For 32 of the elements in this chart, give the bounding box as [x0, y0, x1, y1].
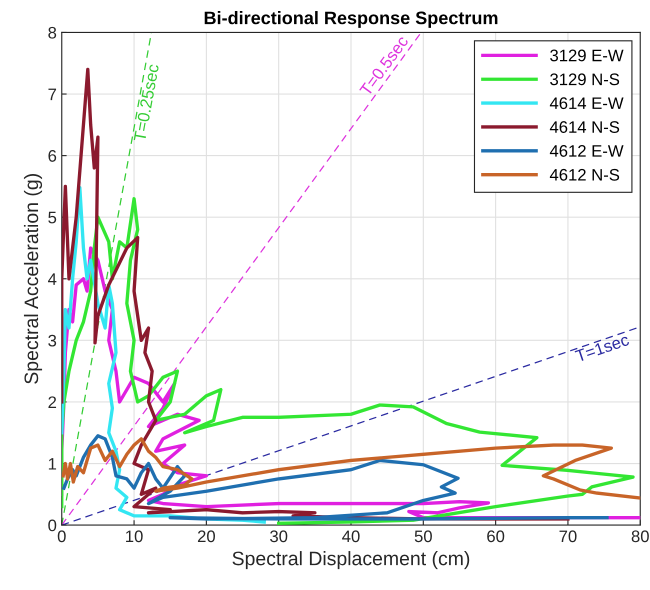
x-tick-label: 80 [632, 530, 649, 542]
y-tick-label: 5 [48, 212, 56, 224]
legend-label: 3129 E-W [550, 50, 624, 62]
x-tick-label: 60 [487, 530, 504, 542]
x-tick-label: 20 [198, 530, 215, 542]
line-series [62, 197, 635, 525]
x-tick-label: 30 [270, 530, 288, 542]
y-tick-label: 7 [48, 88, 56, 100]
y-axis-title: Spectral Acceleration (g) [24, 174, 42, 384]
y-tick-label: 8 [48, 26, 56, 39]
y-tick-label: 2 [48, 396, 56, 408]
legend-label: 4614 E-W [550, 97, 624, 110]
line-series [62, 434, 609, 521]
legend-label: 3129 N-S [550, 73, 620, 86]
y-tick-label: 3 [48, 334, 56, 347]
x-tick-label: 0 [58, 530, 66, 542]
legend-label: 4614 N-S [550, 121, 620, 133]
legend-label: 4612 E-W [550, 145, 624, 157]
x-tick-label: 10 [126, 530, 143, 542]
annotation: T=0.25sec [134, 64, 160, 142]
y-tick-label: 6 [48, 150, 56, 162]
annotation: T=1sec [574, 334, 630, 362]
y-tick-label: 1 [48, 458, 56, 470]
x-tick-label: 70 [560, 530, 577, 542]
chart-title: Bi-directional Response Spectrum [204, 11, 498, 28]
y-tick-label: 4 [48, 273, 56, 285]
line-series [62, 437, 640, 500]
x-axis-title: Spectral Displacement (cm) [232, 551, 470, 570]
y-tick-label: 0 [48, 520, 56, 532]
x-tick-label: 40 [342, 530, 360, 542]
legend-label: 4612 N-S [550, 168, 620, 181]
x-tick-label: 50 [414, 530, 432, 542]
